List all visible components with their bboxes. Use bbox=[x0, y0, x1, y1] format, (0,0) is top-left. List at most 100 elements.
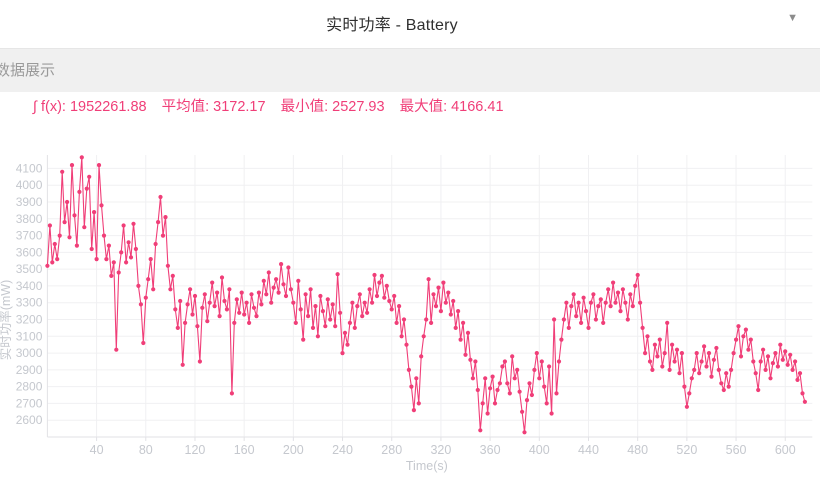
data-point bbox=[392, 293, 397, 299]
axes bbox=[46, 155, 813, 441]
data-point bbox=[665, 320, 670, 325]
svg-text:520: 520 bbox=[676, 443, 697, 457]
data-point bbox=[650, 367, 655, 372]
data-point bbox=[397, 304, 402, 309]
stat-average: 平均值: 3172.17 bbox=[161, 99, 266, 115]
data-point bbox=[556, 359, 562, 364]
data-point bbox=[635, 272, 640, 278]
data-point bbox=[684, 404, 690, 409]
data-point bbox=[542, 384, 547, 389]
data-point bbox=[598, 297, 603, 302]
caret-down-icon[interactable]: ▼ bbox=[787, 12, 798, 24]
chart-canvas[interactable]: 2600 2700 2800 2900 3000 3100 3200 3300 3400 3500… bbox=[0, 140, 820, 475]
data-point bbox=[404, 342, 409, 347]
data-point bbox=[559, 337, 564, 342]
data-point bbox=[259, 302, 264, 307]
data-point bbox=[367, 287, 372, 292]
data-point bbox=[709, 374, 714, 379]
power-chart[interactable]: 2600 2700 2800 2900 3000 3100 3200 3300 3400 3500… bbox=[0, 140, 820, 475]
data-point bbox=[478, 428, 483, 433]
data-point bbox=[205, 319, 210, 324]
data-point bbox=[549, 411, 554, 416]
data-point bbox=[783, 349, 788, 354]
data-point bbox=[554, 391, 559, 396]
data-point bbox=[357, 292, 362, 297]
data-point bbox=[765, 354, 771, 359]
data-point bbox=[50, 260, 55, 265]
grid-lines bbox=[47, 155, 813, 437]
data-point bbox=[148, 257, 153, 262]
data-point bbox=[45, 263, 50, 268]
data-point bbox=[788, 352, 793, 357]
data-point bbox=[583, 309, 589, 314]
data-point bbox=[729, 367, 734, 372]
data-point bbox=[320, 309, 325, 314]
svg-text:560: 560 bbox=[726, 443, 747, 457]
data-point bbox=[662, 351, 667, 356]
data-point bbox=[382, 295, 387, 300]
data-point bbox=[751, 359, 756, 364]
data-point bbox=[249, 292, 254, 297]
data-point bbox=[719, 381, 724, 386]
data-point bbox=[802, 399, 808, 404]
data-point bbox=[141, 340, 146, 346]
svg-text:200: 200 bbox=[283, 443, 304, 457]
data-point bbox=[411, 408, 416, 413]
page-title: 实时功率 - Battery bbox=[326, 17, 458, 34]
stat-maximum: 最大值: 4166.41 bbox=[399, 99, 504, 115]
y-axis-tick-labels: 2600 2700 2800 2900 3000 3100 3200 3300 3400 3500… bbox=[16, 161, 43, 427]
data-point bbox=[286, 265, 291, 270]
data-point bbox=[387, 298, 392, 304]
data-point bbox=[229, 391, 234, 396]
data-point bbox=[293, 320, 298, 325]
data-point bbox=[170, 273, 175, 278]
svg-text:360: 360 bbox=[480, 443, 501, 457]
data-point bbox=[374, 293, 380, 299]
data-point bbox=[726, 384, 731, 389]
data-point bbox=[588, 300, 594, 305]
svg-text:40: 40 bbox=[90, 443, 104, 457]
data-point bbox=[500, 364, 505, 369]
data-point bbox=[716, 367, 721, 372]
data-point bbox=[596, 304, 601, 309]
data-point bbox=[227, 287, 232, 292]
svg-text:3700: 3700 bbox=[16, 229, 43, 243]
data-point bbox=[215, 290, 220, 295]
data-point bbox=[126, 240, 131, 245]
data-point bbox=[761, 347, 766, 352]
data-point bbox=[128, 255, 134, 260]
svg-text:80: 80 bbox=[139, 443, 153, 457]
power-series[interactable] bbox=[45, 155, 808, 435]
data-point bbox=[586, 325, 591, 330]
svg-text:3400: 3400 bbox=[16, 279, 43, 293]
data-point bbox=[780, 357, 785, 362]
data-point bbox=[456, 309, 461, 314]
data-point bbox=[234, 297, 239, 302]
svg-text:2700: 2700 bbox=[16, 396, 43, 410]
data-point bbox=[362, 300, 367, 305]
data-point bbox=[552, 317, 557, 322]
data-point bbox=[232, 320, 237, 325]
data-point bbox=[795, 377, 800, 382]
data-point bbox=[77, 189, 82, 194]
svg-text:240: 240 bbox=[332, 443, 353, 457]
data-point bbox=[490, 374, 495, 379]
data-point bbox=[603, 300, 608, 305]
data-point bbox=[323, 324, 328, 329]
data-point bbox=[55, 257, 60, 262]
data-point bbox=[579, 320, 584, 325]
data-point bbox=[593, 317, 599, 322]
data-point bbox=[419, 354, 424, 359]
data-point bbox=[114, 347, 119, 352]
data-point bbox=[168, 287, 173, 292]
data-point bbox=[74, 243, 79, 248]
data-point bbox=[271, 285, 276, 290]
data-point bbox=[82, 225, 87, 230]
data-point bbox=[436, 285, 441, 290]
data-point bbox=[670, 342, 675, 347]
data-point bbox=[502, 359, 507, 364]
data-point bbox=[370, 300, 375, 305]
data-point bbox=[242, 312, 247, 317]
svg-text:400: 400 bbox=[529, 443, 550, 457]
data-point bbox=[699, 359, 704, 364]
